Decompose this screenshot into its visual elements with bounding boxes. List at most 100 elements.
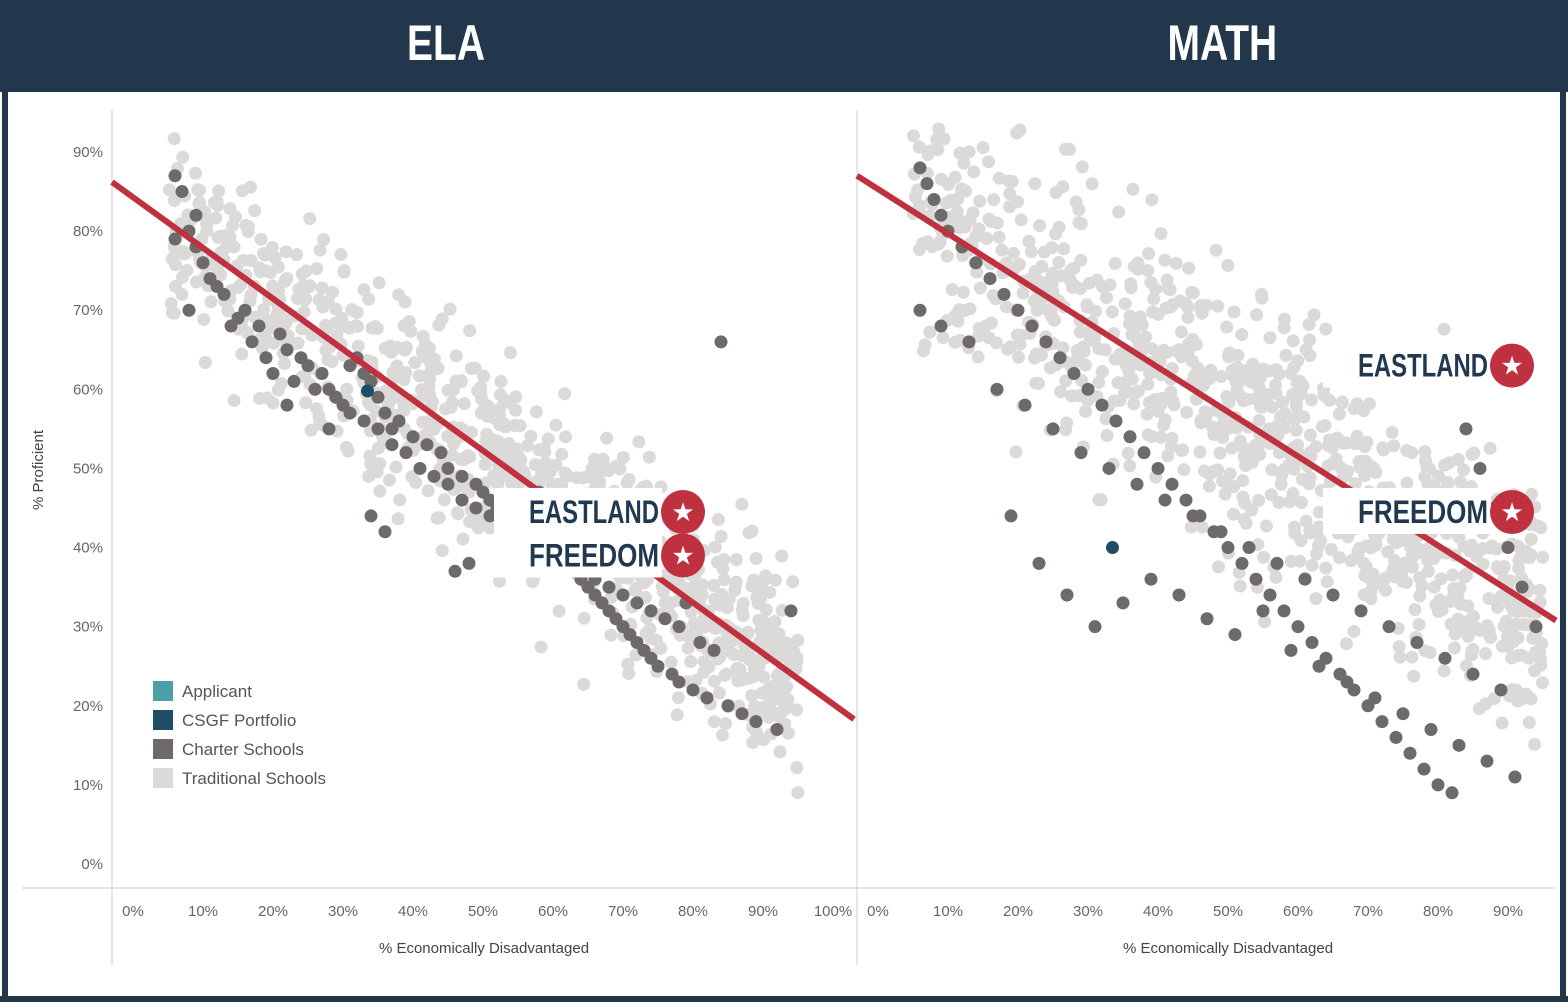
traditional-school-point [514, 455, 528, 469]
traditional-school-point [976, 140, 990, 154]
traditional-school-point [248, 204, 262, 218]
traditional-school-point [950, 308, 964, 322]
traditional-school-point [558, 387, 572, 401]
traditional-school-point [1490, 560, 1504, 574]
charter-school-point [1004, 509, 1018, 523]
traditional-school-point [200, 224, 214, 238]
traditional-school-point [995, 243, 1009, 257]
charter-school-point [1074, 446, 1088, 460]
charter-school-point [196, 256, 210, 270]
traditional-school-point [1245, 503, 1259, 517]
traditional-school-point [310, 262, 324, 276]
traditional-school-point [1007, 246, 1021, 260]
charter-school-point [1466, 667, 1480, 681]
traditional-school-point [475, 392, 489, 406]
charter-school-point [1249, 572, 1263, 586]
traditional-school-point [317, 233, 331, 247]
traditional-school-point [786, 575, 800, 589]
charter-school-point [1480, 754, 1494, 768]
charter-school-point [392, 414, 406, 428]
traditional-school-point [1194, 299, 1208, 313]
traditional-school-point [1473, 623, 1487, 637]
traditional-school-point [950, 205, 964, 219]
traditional-school-point [1236, 490, 1250, 504]
traditional-school-point [930, 133, 944, 147]
charter-school-point [1382, 620, 1396, 634]
charter-school-point [357, 414, 371, 428]
charter-school-point [1529, 620, 1543, 634]
traditional-school-point [1304, 393, 1318, 407]
traditional-school-point [1250, 308, 1264, 322]
traditional-school-point [1278, 406, 1292, 420]
traditional-school-point [362, 469, 376, 483]
traditional-school-point [242, 220, 256, 234]
traditional-school-point [532, 443, 546, 457]
traditional-school-point [1309, 440, 1323, 454]
traditional-school-point [437, 493, 451, 507]
traditional-school-point [1133, 310, 1147, 324]
y-tick-label: 90% [73, 144, 103, 161]
traditional-school-point [336, 319, 350, 333]
charter-school-point [441, 477, 455, 491]
traditional-school-point [971, 350, 985, 364]
traditional-school-point [1387, 439, 1401, 453]
traditional-school-point [741, 625, 755, 639]
ela-x-tick-label: 30% [328, 903, 358, 920]
traditional-school-point [1209, 243, 1223, 257]
traditional-school-point [707, 715, 721, 729]
charter-school-point [1326, 588, 1340, 602]
traditional-school-point [464, 425, 478, 439]
traditional-school-point [1222, 346, 1236, 360]
traditional-school-point [1092, 376, 1106, 390]
traditional-school-point [1485, 539, 1499, 553]
traditional-school-point [1534, 521, 1548, 535]
traditional-school-point [1265, 463, 1279, 477]
traditional-school-point [644, 631, 658, 645]
y-tick-label: 20% [73, 698, 103, 715]
traditional-school-point [408, 356, 422, 370]
y-tick-label: 70% [73, 302, 103, 319]
traditional-school-point [911, 183, 925, 197]
charter-school-point [1438, 651, 1452, 665]
traditional-school-point [191, 183, 205, 197]
charter-school-point [651, 659, 665, 673]
traditional-school-point [299, 264, 313, 278]
traditional-school-point [265, 318, 279, 332]
traditional-school-point [933, 234, 947, 248]
traditional-school-point [1002, 174, 1016, 188]
traditional-school-point [1259, 519, 1273, 533]
charter-school-point [280, 398, 294, 412]
charter-school-point [1214, 525, 1228, 539]
traditional-school-point [1204, 363, 1218, 377]
traditional-school-point [1052, 256, 1066, 270]
traditional-school-point [351, 339, 365, 353]
traditional-school-point [1022, 234, 1036, 248]
charter-school-point [658, 612, 672, 626]
traditional-school-point [620, 476, 634, 490]
charter-school-point [224, 319, 238, 333]
traditional-school-point [389, 460, 403, 474]
math-panel-title: MATH [1167, 15, 1278, 71]
traditional-school-point [464, 361, 478, 375]
traditional-school-point [1448, 641, 1462, 655]
traditional-school-point [1037, 245, 1051, 259]
charter-school-point [210, 279, 224, 293]
charter-school-point [1151, 461, 1165, 475]
charter-school-point [672, 620, 686, 634]
star-badge [1490, 489, 1534, 534]
traditional-school-point [1121, 446, 1135, 460]
charter-school-point [1039, 335, 1053, 349]
traditional-school-point [1142, 395, 1156, 409]
traditional-school-point [759, 603, 773, 617]
traditional-school-point [1237, 449, 1251, 463]
traditional-school-point [1235, 328, 1249, 342]
math-trendline [855, 173, 1558, 624]
traditional-school-point [1145, 342, 1159, 356]
ela-panel-title: ELA [407, 15, 485, 71]
traditional-school-point [457, 397, 471, 411]
traditional-school-point [1431, 605, 1445, 619]
charter-school-point [413, 461, 427, 475]
traditional-school-point [916, 344, 930, 358]
traditional-school-point [1127, 260, 1141, 274]
traditional-school-point [948, 335, 962, 349]
